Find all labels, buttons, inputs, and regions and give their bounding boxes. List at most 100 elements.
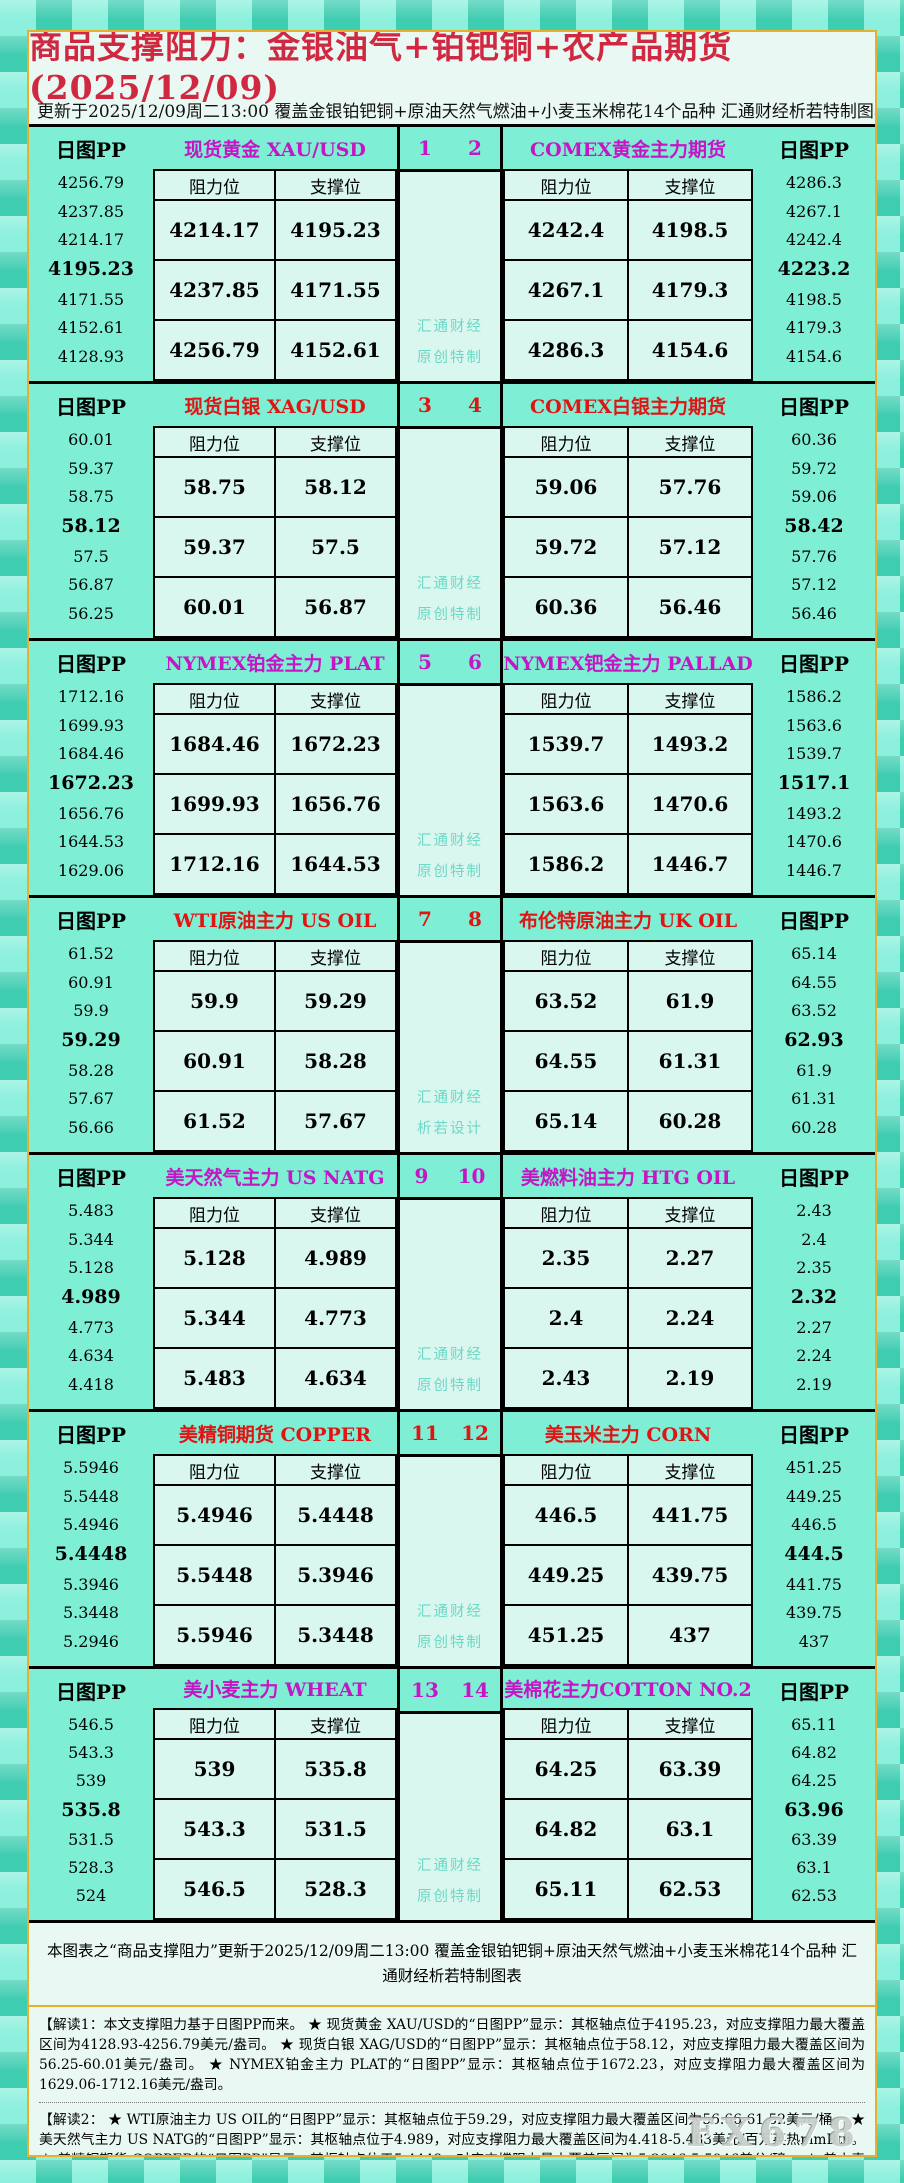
resistance-value: 5.483	[153, 1347, 276, 1409]
site-watermark-line: 原创特制	[417, 606, 483, 623]
pp-value: 2.19	[796, 1374, 832, 1394]
support-header: 支撑位	[274, 1454, 397, 1486]
pp-value: 63.1	[796, 1858, 832, 1877]
pp-value: 60.36	[791, 430, 837, 450]
resistance-value: 446.5	[503, 1484, 629, 1546]
support-value: 57.76	[627, 456, 753, 518]
pp-column-left: 日图PP 61.52 60.91 59.9 59.29 58.28 57.67 56.66	[29, 898, 153, 1152]
pp-pivot-value: 63.96	[784, 1799, 844, 1821]
instrument-block: 日图PP 5.5946 5.5448 5.4946 5.4448 5.3946 5.3448…	[29, 1409, 875, 1666]
resistance-header: 阻力位	[153, 1708, 276, 1740]
support-value: 1656.76	[274, 773, 397, 835]
pp-pivot-value: 4223.2	[777, 258, 851, 281]
pp-pivot-value: 62.93	[784, 1029, 844, 1052]
support-value: 5.3448	[274, 1604, 397, 1666]
support-header: 支撑位	[627, 169, 753, 201]
pp-value: 1563.6	[786, 715, 842, 735]
table-row: 63.52 61.9	[503, 970, 753, 1032]
pp-value: 61.9	[796, 1060, 832, 1080]
resistance-value: 64.25	[503, 1738, 629, 1800]
pp-value: 531.5	[68, 1830, 114, 1849]
table-row: 61.52 57.67	[153, 1090, 397, 1152]
pp-header-label: 日图PP	[778, 1679, 850, 1704]
pp-value: 5.128	[68, 1258, 114, 1278]
pp-pivot-value: 4195.23	[48, 258, 134, 281]
instrument-left: 现货白银 XAG/USD 阻力位 支撑位 58.75 58.12 59.37 57.5 60.…	[153, 384, 397, 638]
middle-column: 3 4 汇通财经 原创特制	[397, 384, 503, 638]
pp-header-label: 日图PP	[778, 394, 850, 419]
table-row: 59.06 57.76	[503, 456, 753, 518]
resistance-value: 449.25	[503, 1544, 629, 1606]
instrument-title-right: COMEX白银主力期货	[530, 395, 726, 418]
site-watermark: 汇通财经 原创特制	[400, 1340, 500, 1401]
support-header: 支撑位	[627, 1708, 753, 1740]
resistance-header: 阻力位	[503, 426, 629, 458]
resistance-value: 63.52	[503, 970, 629, 1032]
pp-header-label: 日图PP	[55, 908, 127, 933]
pp-value: 56.66	[68, 1117, 114, 1137]
support-resistance-table-right: 阻力位 支撑位 1539.7 1493.2 1563.6 1470.6 1586.2 1446…	[503, 683, 753, 895]
site-watermark-line: 汇通财经	[417, 833, 483, 850]
pp-header-label: 日图PP	[55, 1422, 127, 1447]
site-watermark-line: 汇通财经	[417, 1347, 483, 1364]
resistance-value: 539	[153, 1738, 276, 1800]
resistance-value: 65.14	[503, 1090, 629, 1152]
pp-column-right: 日图PP 65.14 64.55 63.52 62.93 61.9 61.31 60.28	[753, 898, 875, 1152]
instrument-right: COMEX白银主力期货 阻力位 支撑位 59.06 57.76 59.72 57.12 60.…	[503, 384, 753, 638]
support-value: 439.75	[627, 1544, 753, 1606]
support-header: 支撑位	[274, 1708, 397, 1740]
resistance-value: 1539.7	[503, 713, 629, 775]
instrument-right: 美棉花主力COTTON NO.2 阻力位 支撑位 64.25 63.39 64.82 63.…	[503, 1669, 753, 1920]
support-resistance-table-right: 阻力位 支撑位 64.25 63.39 64.82 63.1 65.11 62.53	[503, 1708, 753, 1920]
pp-value: 56.25	[68, 603, 114, 623]
table-header-row: 阻力位 支撑位	[153, 1708, 397, 1740]
pp-header-label: 日图PP	[55, 651, 127, 676]
table-row: 1712.16 1644.53	[153, 833, 397, 895]
table-header-row: 阻力位 支撑位	[153, 426, 397, 458]
pp-header-label: 日图PP	[55, 394, 127, 419]
sequence-number-right: 10	[457, 1164, 486, 1188]
pp-header-label: 日图PP	[778, 651, 850, 676]
pp-value: 451.25	[786, 1458, 842, 1478]
resistance-value: 1699.93	[153, 773, 276, 835]
pp-value: 441.75	[786, 1574, 842, 1594]
table-row: 64.55 61.31	[503, 1030, 753, 1092]
table-row: 59.9 59.29	[153, 970, 397, 1032]
support-value: 4195.23	[274, 199, 397, 261]
pp-value: 56.87	[68, 575, 114, 595]
instrument-title-right: COMEX黄金主力期货	[530, 138, 726, 161]
instrument-title-right: NYMEX钯金主力 PALLAD	[503, 652, 753, 675]
middle-cell: 汇通财经 原创特制	[400, 426, 500, 638]
middle-column: 5 6 汇通财经 原创特制	[397, 641, 503, 895]
table-row: 5.5448 5.3946	[153, 1544, 397, 1606]
support-header: 支撑位	[274, 426, 397, 458]
resistance-value: 1712.16	[153, 833, 276, 895]
site-watermark: 汇通财经 原创特制	[400, 1597, 500, 1658]
pp-pivot-value: 2.32	[790, 1286, 838, 1309]
pp-value: 1470.6	[786, 832, 842, 852]
sequence-number-right: 12	[461, 1421, 489, 1445]
support-value: 1672.23	[274, 713, 397, 775]
pp-column-left: 日图PP 60.01 59.37 58.75 58.12 57.5 56.87 56.25	[29, 384, 153, 638]
pp-pivot-value: 444.5	[784, 1543, 844, 1566]
table-header-row: 阻力位 支撑位	[153, 683, 397, 715]
resistance-header: 阻力位	[503, 169, 629, 201]
instrument-title-right: 美棉花主力COTTON NO.2	[504, 1679, 752, 1701]
pp-value: 1493.2	[786, 803, 842, 823]
table-row: 64.82 63.1	[503, 1798, 753, 1860]
resistance-header: 阻力位	[153, 1197, 276, 1229]
support-resistance-table-right: 阻力位 支撑位 4242.4 4198.5 4267.1 4179.3 4286.3 4154…	[503, 169, 753, 381]
pp-value: 1684.46	[57, 744, 125, 764]
resistance-value: 58.75	[153, 456, 276, 518]
support-resistance-table-left: 阻力位 支撑位 4214.17 4195.23 4237.85 4171.55 4256.7…	[153, 169, 397, 381]
pp-value: 4198.5	[786, 289, 842, 309]
sequence-number-left: 7	[418, 907, 432, 931]
pp-value: 1699.93	[57, 715, 125, 735]
table-row: 60.36 56.46	[503, 576, 753, 638]
pp-header-label: 日图PP	[55, 1679, 127, 1704]
resistance-header: 阻力位	[503, 940, 629, 972]
support-value: 437	[627, 1604, 753, 1666]
table-row: 1684.46 1672.23	[153, 713, 397, 775]
pp-value: 64.55	[791, 972, 837, 992]
resistance-value: 5.128	[153, 1227, 276, 1289]
